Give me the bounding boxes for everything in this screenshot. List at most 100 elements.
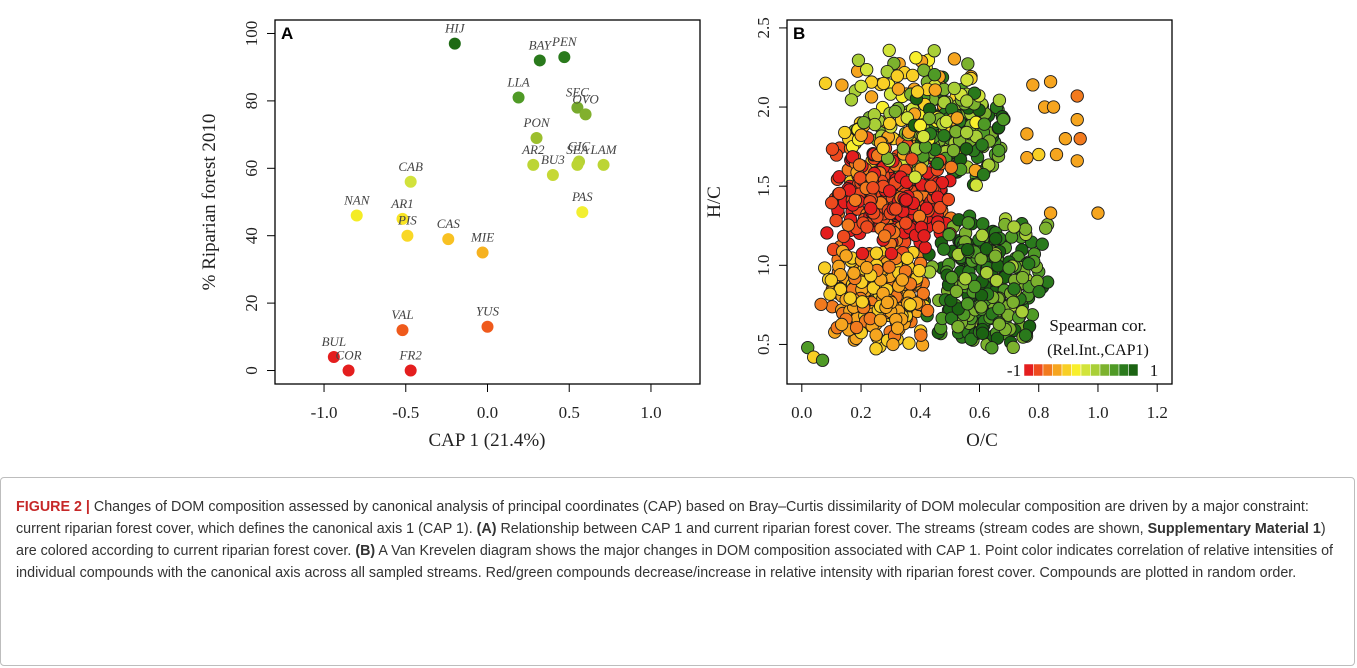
panel-b-compound-point <box>866 181 880 195</box>
panel-a-point-label-hij: HIJ <box>444 21 466 36</box>
caption-figure-label: FIGURE 2 | <box>16 499 90 515</box>
legend-subtitle: (Rel.Int.,CAP1) <box>1047 342 1149 359</box>
panel-b-compound-point <box>1035 237 1049 251</box>
panel-b-compound-point <box>960 297 975 311</box>
panel-b-compound-point <box>899 193 913 207</box>
panel-a-point-pis <box>401 229 414 242</box>
panel-b-x-axis-title: O/C <box>966 430 998 451</box>
panel-b-compound-point <box>959 125 974 140</box>
panel-a-point-label-ar2: AR2 <box>521 142 545 157</box>
panel-b-compound-point <box>1032 147 1046 162</box>
panel-b-compound-point <box>1026 78 1040 92</box>
panel-b-compound-point <box>1015 305 1029 319</box>
panel-b-compound-point <box>823 287 837 301</box>
panel-b-compound-point <box>960 73 974 87</box>
panel-b-x-tick-label: 1.0 <box>1087 403 1108 422</box>
panel-b-compound-point <box>947 81 961 96</box>
panel-b-compound-point <box>824 273 838 287</box>
panel-a-point-label-yus: YUS <box>476 304 500 319</box>
panel-b-compound-point <box>1091 206 1105 220</box>
panel-b-compound-point <box>890 321 905 335</box>
panel-b-compound-point <box>869 342 883 356</box>
panel-b-compound-point <box>889 202 903 216</box>
panel-b-compound-point <box>836 229 851 244</box>
panel-b-compound-point <box>825 196 839 210</box>
panel-b-compound-point <box>980 266 994 280</box>
panel-b-compound-point <box>996 112 1011 127</box>
panel-b-compound-point <box>960 94 974 108</box>
panel-a-point-label-bul: BUL <box>322 334 347 349</box>
panel-b-compound-point <box>979 242 994 256</box>
panel-a-point-label-pas: PAS <box>571 189 593 204</box>
panel-b-compound-point <box>916 129 931 144</box>
panel-b-compound-point <box>914 328 928 342</box>
caption-supplementary-link[interactable]: Supplementary Material 1 <box>1147 521 1321 537</box>
panel-b-compound-point <box>1039 221 1053 235</box>
panel-a-point-mie <box>476 246 489 259</box>
panel-a-point-ovo <box>579 108 592 121</box>
legend-swatch <box>1042 363 1053 377</box>
panel-b-compound-point <box>1032 285 1046 299</box>
panel-b-compound-point <box>918 241 932 255</box>
panel-b-compound-point <box>851 53 866 67</box>
panel-b-compound-point <box>888 104 902 119</box>
panel-b-compound-point <box>917 229 931 243</box>
caption-box <box>0 477 1355 666</box>
panel-b-compound-point <box>882 43 896 58</box>
panel-a-point-val <box>396 324 409 337</box>
panel-b-compound-point <box>847 266 861 280</box>
panel-b-compound-point <box>900 251 914 265</box>
panel-b-y-tick-label: 2.0 <box>754 96 773 117</box>
panel-a-y-axis-title: % Riparian forest 2010 <box>199 114 220 291</box>
legend-swatch <box>1052 363 1063 377</box>
panel-b-compound-point <box>860 220 874 234</box>
panel-b-compound-point <box>899 216 913 230</box>
panel-b-compound-point <box>829 213 843 228</box>
panel-b-compound-point <box>891 82 906 96</box>
panel-b-compound-point <box>992 301 1006 316</box>
panel-b-compound-point <box>927 68 942 82</box>
panel-b-compound-point <box>876 76 891 91</box>
panel-b-compound-point <box>855 246 870 261</box>
panel-b-compound-point <box>950 111 964 125</box>
panel-a-y-tick-label: 60 <box>242 160 261 177</box>
panel-b-compound-point <box>912 209 927 224</box>
panel-b-compound-point <box>975 138 989 152</box>
panel-b-compound-point <box>937 129 951 143</box>
panel-a-point-label-pen: PEN <box>551 34 578 49</box>
caption-a-ref: (A) <box>476 521 497 537</box>
panel-b-compound-point <box>1022 257 1036 271</box>
legend-title: Spearman cor. <box>1049 316 1146 335</box>
panel-b-compound-point <box>976 167 991 182</box>
panel-b-compound-point <box>903 298 917 312</box>
panel-a-point-label-cab: CAB <box>398 159 423 174</box>
panel-b-compound-point <box>855 295 869 309</box>
panel-a-point-label-gic: GIC <box>568 139 591 154</box>
panel-a-point-pon <box>530 131 543 144</box>
legend-swatch <box>1061 363 1072 377</box>
panel-a-point-label-bu3: BU3 <box>541 152 565 167</box>
panel-b-compound-point <box>909 51 923 65</box>
panel-b-compound-point <box>988 249 1002 263</box>
panel-b-compound-point <box>902 336 916 350</box>
panel-b-compound-point <box>1070 113 1084 127</box>
panel-a-point-nan <box>350 209 363 222</box>
panel-b-compound-point <box>869 328 883 342</box>
panel-b-compound-point <box>976 217 990 231</box>
panel-b-x-axis: 0.0 0.2 0.4 0.6 0.8 1.0 1.2 <box>791 384 1168 422</box>
panel-a-point-label-lam: LAM <box>590 142 618 157</box>
panel-a-point-cas <box>442 233 455 246</box>
panel-a-point-label-nan: NAN <box>343 192 371 207</box>
panel-a-x-axis: -1.0 -0.5 0.0 0.5 1.0 <box>311 384 662 422</box>
panel-a-point-label-val: VAL <box>391 307 413 322</box>
panel-b-compound-point <box>975 228 989 243</box>
panel-b-y-axis: 0.5 1.0 1.5 2.0 2.5 <box>754 17 787 355</box>
panel-b-compound-point <box>992 143 1006 158</box>
panel-a-point-cor <box>342 364 355 377</box>
panel-a-point-yus <box>481 320 494 333</box>
panel-b-compound-point <box>1018 222 1033 236</box>
panel-b-compound-points <box>801 43 1105 367</box>
panel-b-compound-point <box>860 62 874 77</box>
